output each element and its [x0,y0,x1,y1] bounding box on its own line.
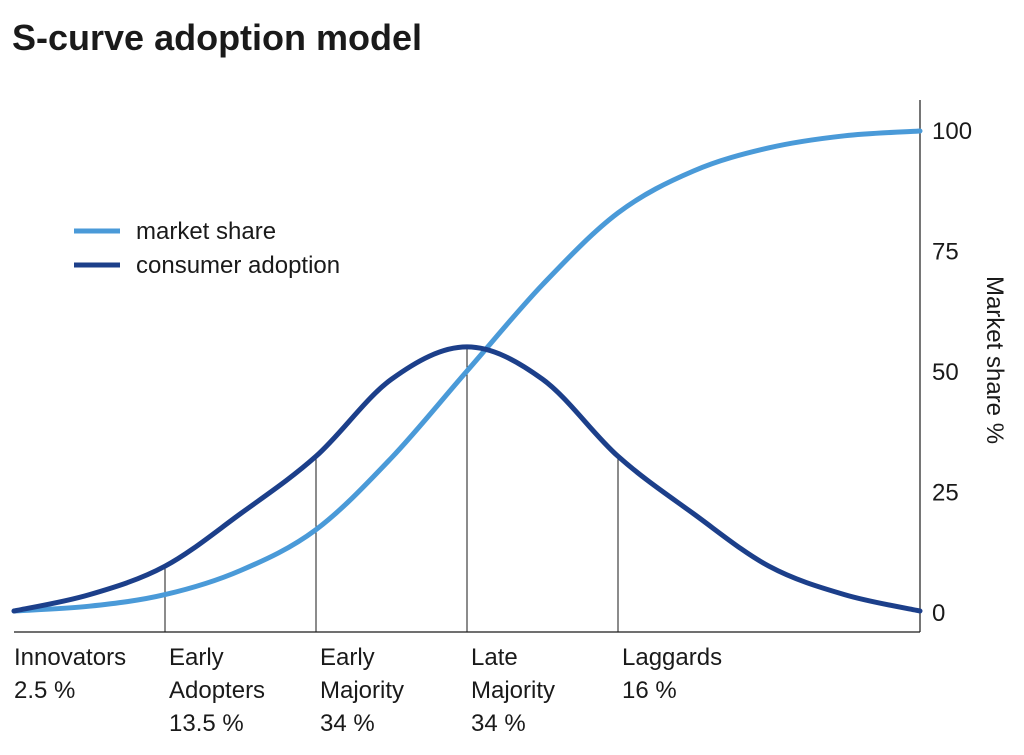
segment-label: Majority [320,677,404,704]
segment-label: 13.5 % [169,710,244,737]
y-tick-label: 100 [932,118,972,145]
segment-label: Majority [471,677,555,704]
segment-label: Early [320,644,375,671]
y-axis-title: Market share % [981,276,1008,444]
segment-label: Early [169,644,224,671]
segment-label: 2.5 % [14,677,75,704]
legend-label: market share [136,218,276,245]
legend-label: consumer adoption [136,252,340,279]
segment-label: Adopters [169,677,265,704]
segment-label: 16 % [622,677,677,704]
y-tick-label: 0 [932,600,945,627]
market-share-line [11,128,923,614]
segment-label: 34 % [471,710,526,737]
y-tick-label: 25 [932,480,959,507]
segment-label: 34 % [320,710,375,737]
y-tick-label: 75 [932,239,959,266]
segment-label: Laggards [622,644,722,671]
plot-area: 0 25 50 75 100 Market share % market share cons… [11,100,1008,737]
chart-title: S-curve adoption model [12,17,422,58]
segment-label: Innovators [14,644,126,671]
segment-label: Late [471,644,518,671]
y-tick-label: 50 [932,359,959,386]
consumer-adoption-line [11,344,923,614]
